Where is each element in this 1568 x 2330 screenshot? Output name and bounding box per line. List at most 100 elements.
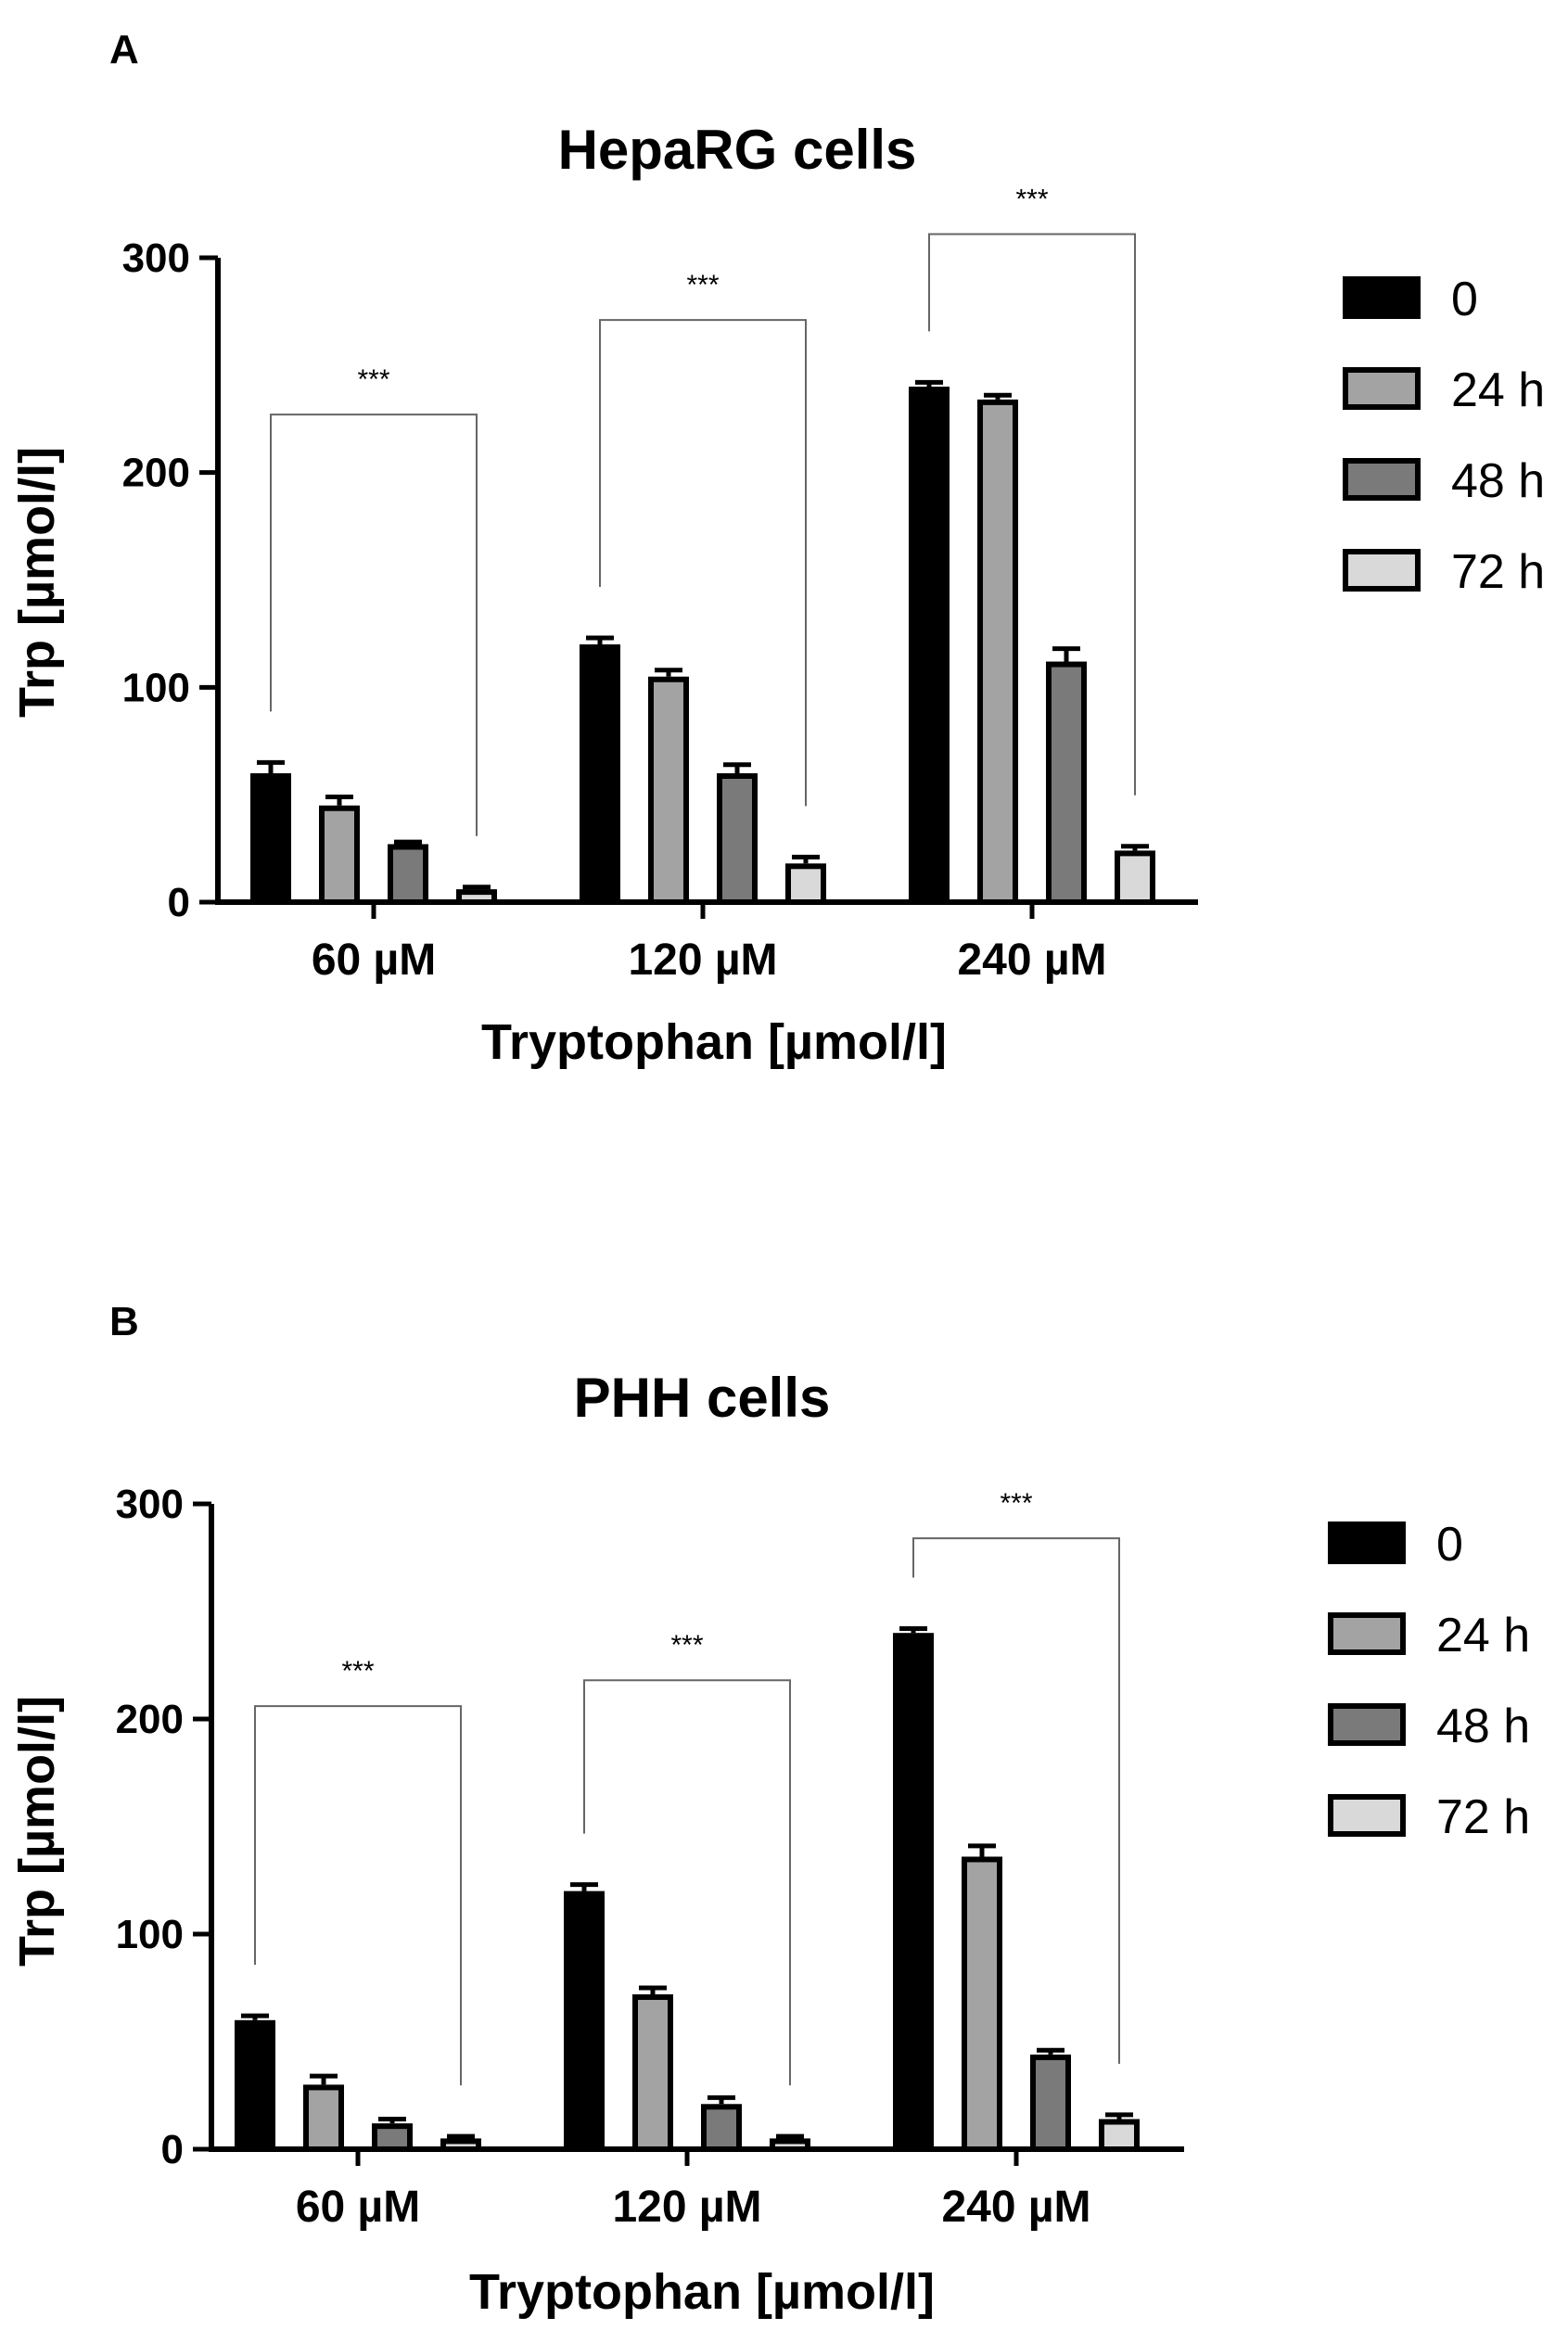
error-bar-0-240-um-b bbox=[899, 1626, 927, 1634]
chart-title-b: PHH cells bbox=[574, 1367, 831, 1429]
bar-24-h-120-um-a bbox=[648, 676, 689, 905]
error-bar-24-h-120-um-a bbox=[655, 668, 682, 677]
error-bar-48-h-120-um-b bbox=[708, 2094, 735, 2105]
category-label-120-um-b: 120 µM bbox=[612, 2183, 761, 2232]
error-bar-0-60-um-b bbox=[241, 2013, 269, 2020]
error-bar-72-h-240-um-b bbox=[1105, 2112, 1133, 2120]
y-tick-label-200-a: 200 bbox=[122, 451, 190, 496]
error-bar-72-h-60-um-b bbox=[447, 2133, 475, 2139]
y-tick-label-100-a: 100 bbox=[122, 665, 190, 710]
significance-bracket-60-um-b bbox=[254, 1705, 462, 2086]
y-tick-label-0-b: 0 bbox=[161, 2127, 184, 2172]
legend-label-0-b: 0 bbox=[1436, 1518, 1463, 1572]
error-bar-24-h-240-um-b bbox=[968, 1843, 996, 1857]
error-bar-24-h-60-um-a bbox=[325, 794, 353, 806]
x-axis-label-b: Tryptophan [µmol/l] bbox=[469, 2264, 935, 2320]
error-bar-72-h-240-um-a bbox=[1121, 844, 1149, 851]
bar-48-h-60-um-a bbox=[388, 844, 428, 906]
legend-label-72-h-b: 72 h bbox=[1436, 1790, 1530, 1844]
y-tick-label-200-b: 200 bbox=[116, 1697, 184, 1742]
significance-bracket-120-um-b bbox=[583, 1679, 791, 2086]
error-bar-24-h-240-um-a bbox=[984, 392, 1012, 400]
category-label-60-um-b: 60 µM bbox=[296, 2183, 420, 2232]
legend-swatch-48-h-a bbox=[1343, 458, 1421, 501]
bar-48-h-240-um-a bbox=[1046, 661, 1087, 905]
error-bar-0-120-um-a bbox=[586, 635, 614, 644]
error-bar-0-60-um-a bbox=[257, 759, 285, 773]
significance-label-240-um-b: *** bbox=[1000, 1488, 1032, 1519]
chart-panel-a: A HepaRG cells Trp [µmol/l] Tryptophan [… bbox=[9, 27, 1545, 1070]
legend-swatch-48-h-b bbox=[1328, 1703, 1406, 1746]
error-bar-72-h-120-um-b bbox=[776, 2133, 804, 2139]
bar-0-120-um-b bbox=[564, 1891, 605, 2152]
error-bar-24-h-120-um-b bbox=[639, 1985, 667, 1994]
legend-swatch-24-h-b bbox=[1328, 1612, 1406, 1655]
category-label-240-um-b: 240 µM bbox=[941, 2183, 1090, 2232]
category-label-240-um-a: 240 µM bbox=[957, 936, 1106, 985]
legend-label-72-h-a: 72 h bbox=[1451, 545, 1545, 599]
legend-label-48-h-a: 48 h bbox=[1451, 454, 1545, 508]
bar-24-h-60-um-a bbox=[319, 805, 360, 905]
y-axis-label-a: Trp [µmol/l] bbox=[9, 447, 65, 718]
legend-label-24-h-a: 24 h bbox=[1451, 363, 1545, 417]
chart-title-a: HepaRG cells bbox=[558, 119, 917, 181]
legend-label-0-a: 0 bbox=[1451, 273, 1478, 326]
error-bar-48-h-240-um-b bbox=[1037, 2047, 1064, 2055]
bar-24-h-60-um-b bbox=[303, 2084, 344, 2152]
legend-swatch-0-a bbox=[1343, 276, 1421, 319]
legend-label-48-h-b: 48 h bbox=[1436, 1700, 1530, 1753]
panel-label-b: B bbox=[109, 1299, 139, 1344]
bar-48-h-240-um-b bbox=[1030, 2054, 1071, 2152]
bar-72-h-240-um-b bbox=[1099, 2119, 1140, 2153]
legend-swatch-0-b bbox=[1328, 1522, 1406, 1564]
bar-72-h-120-um-a bbox=[785, 863, 826, 905]
bar-0-60-um-b bbox=[235, 2019, 275, 2153]
y-tick-label-100-b: 100 bbox=[116, 1912, 184, 1957]
significance-label-120-um-b: *** bbox=[670, 1630, 703, 1661]
significance-bracket-240-um-a bbox=[928, 233, 1136, 796]
x-axis-label-a: Tryptophan [µmol/l] bbox=[481, 1014, 947, 1070]
significance-label-60-um-a: *** bbox=[357, 364, 389, 395]
significance-bracket-60-um-a bbox=[270, 414, 478, 836]
significance-label-120-um-a: *** bbox=[686, 270, 719, 300]
bar-72-h-60-um-b bbox=[440, 2138, 481, 2152]
significance-bracket-120-um-a bbox=[599, 319, 807, 807]
significance-label-240-um-a: *** bbox=[1015, 185, 1048, 215]
panel-label-a: A bbox=[109, 27, 139, 72]
legend-swatch-72-h-b bbox=[1328, 1794, 1406, 1837]
error-bar-48-h-60-um-b bbox=[378, 2117, 406, 2124]
chart-panel-b: B PHH cells Trp [µmol/l] Tryptophan [µmo… bbox=[9, 1299, 1530, 2320]
bar-48-h-60-um-b bbox=[372, 2123, 413, 2152]
bar-0-240-um-a bbox=[909, 387, 950, 905]
error-bar-48-h-240-um-a bbox=[1052, 646, 1080, 662]
category-label-60-um-a: 60 µM bbox=[312, 936, 436, 985]
error-bar-0-240-um-a bbox=[915, 379, 943, 387]
bar-0-120-um-a bbox=[580, 644, 620, 905]
legend-label-24-h-b: 24 h bbox=[1436, 1609, 1530, 1662]
bar-48-h-120-um-a bbox=[717, 773, 758, 905]
y-tick-label-300-a: 300 bbox=[122, 236, 190, 281]
error-bar-24-h-60-um-b bbox=[310, 2073, 338, 2085]
y-tick-label-300-b: 300 bbox=[116, 1482, 184, 1527]
bar-72-h-60-um-a bbox=[456, 889, 497, 905]
category-label-120-um-a: 120 µM bbox=[628, 936, 777, 985]
legend-swatch-24-h-a bbox=[1343, 367, 1421, 410]
bar-24-h-240-um-a bbox=[977, 399, 1018, 905]
bar-0-240-um-b bbox=[893, 1633, 934, 2152]
bar-72-h-240-um-a bbox=[1115, 850, 1155, 906]
error-bar-0-120-um-b bbox=[570, 1882, 598, 1891]
error-bar-72-h-60-um-a bbox=[463, 885, 491, 890]
y-tick-label-0-a: 0 bbox=[168, 880, 190, 925]
bar-24-h-240-um-b bbox=[962, 1856, 1002, 2152]
bar-48-h-120-um-b bbox=[701, 2104, 742, 2153]
significance-bracket-240-um-b bbox=[912, 1537, 1120, 2064]
bar-0-60-um-a bbox=[250, 773, 291, 905]
significance-label-60-um-b: *** bbox=[341, 1656, 374, 1687]
error-bar-72-h-120-um-a bbox=[792, 854, 820, 864]
bar-24-h-120-um-b bbox=[632, 1993, 673, 2152]
y-axis-label-b: Trp [µmol/l] bbox=[9, 1696, 65, 1967]
error-bar-48-h-120-um-a bbox=[723, 762, 751, 773]
bar-72-h-120-um-b bbox=[770, 2138, 810, 2152]
legend-swatch-72-h-a bbox=[1343, 549, 1421, 592]
